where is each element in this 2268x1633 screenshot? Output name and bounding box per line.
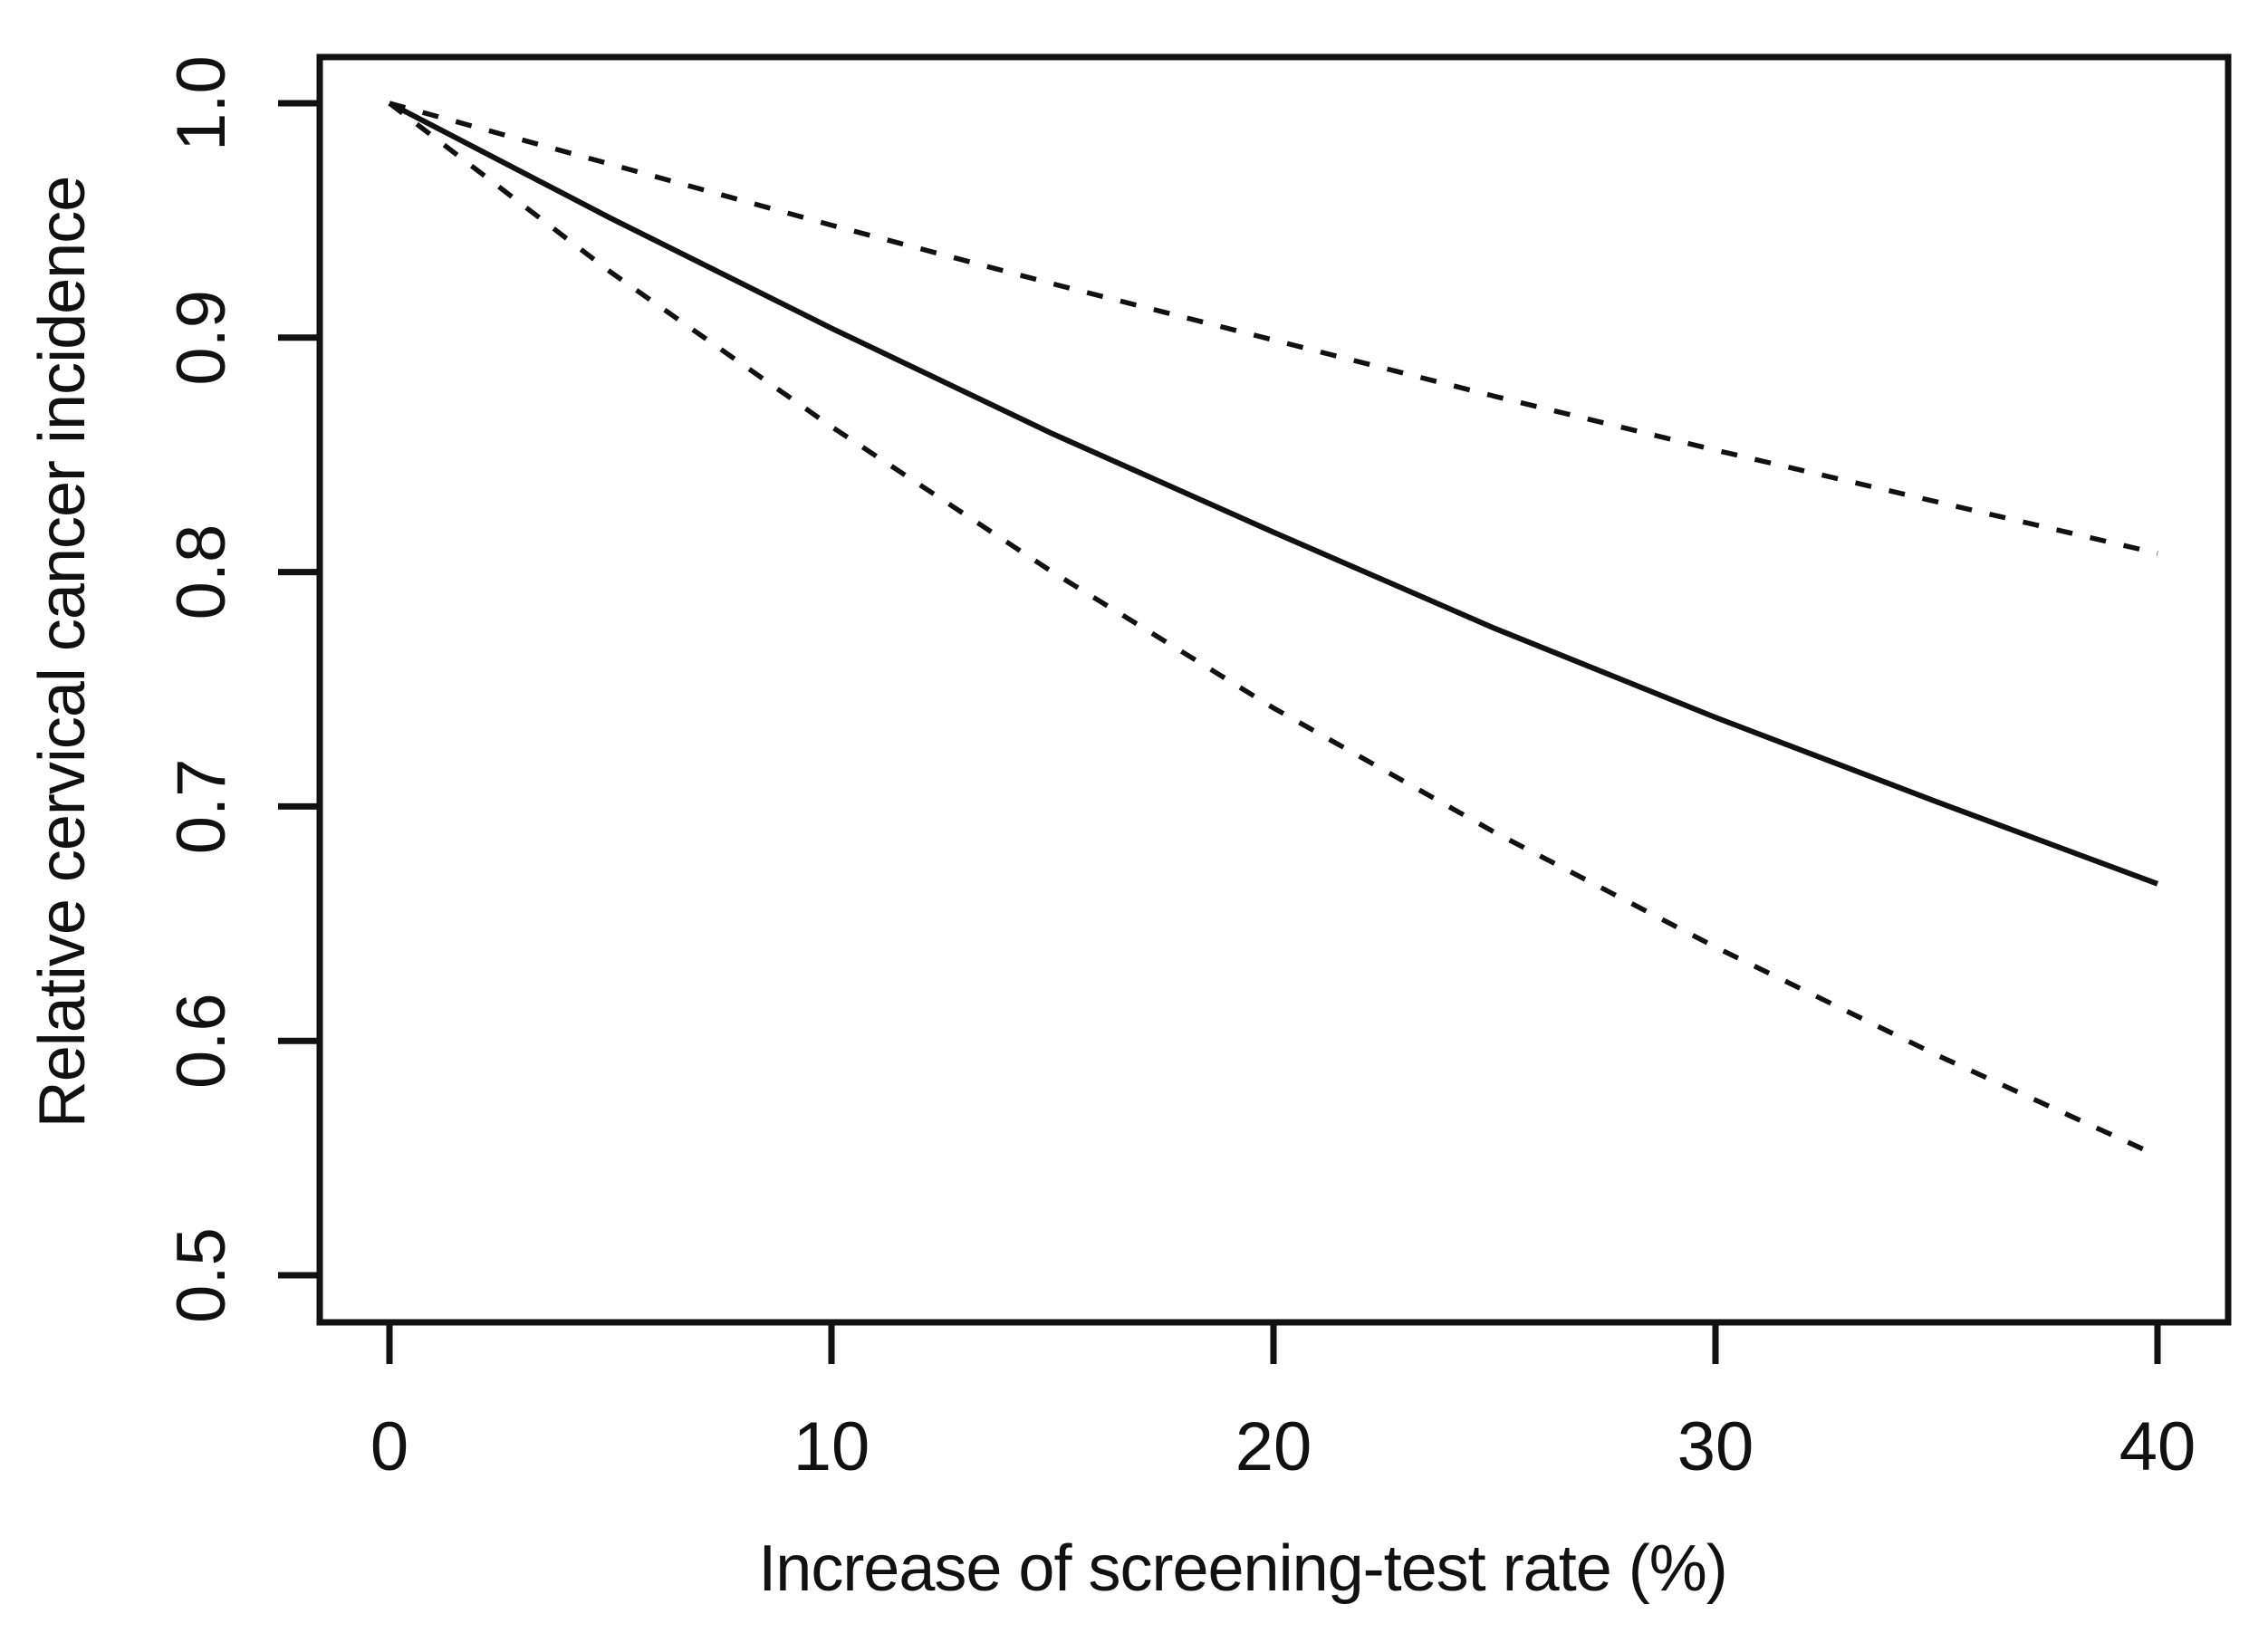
y-axis-ticks: 1.0 0.9 0.8 0.7 0.6 0.5: [163, 55, 320, 1323]
x-tick-label: 40: [2119, 1408, 2196, 1485]
upper-dashed-ci-line: [389, 101, 2158, 556]
x-tick-label: 0: [370, 1408, 408, 1485]
y-tick-label: 0.5: [163, 1227, 240, 1323]
x-tick-label: 20: [1235, 1408, 1312, 1485]
y-tick-label: 1.0: [163, 55, 240, 151]
lower-dashed-ci-line: [388, 101, 2159, 1158]
y-tick-label: 0.8: [163, 524, 240, 620]
x-axis-ticks: 0 10 20 30 40: [370, 1322, 2196, 1485]
data-series-lines: [388, 101, 2159, 1158]
y-tick-label: 0.9: [163, 290, 240, 386]
y-tick-label: 0.7: [163, 759, 240, 855]
central-estimate-line: [388, 101, 2159, 887]
x-tick-label: 30: [1677, 1408, 1754, 1485]
y-tick-label: 0.6: [163, 993, 240, 1089]
x-tick-label: 10: [793, 1408, 870, 1485]
y-axis-title: Relative cervical cancer incidence: [26, 177, 99, 1129]
x-axis-title: Increase of screening-test rate (%): [758, 1532, 1726, 1605]
plot-frame-box: [316, 53, 2232, 1326]
